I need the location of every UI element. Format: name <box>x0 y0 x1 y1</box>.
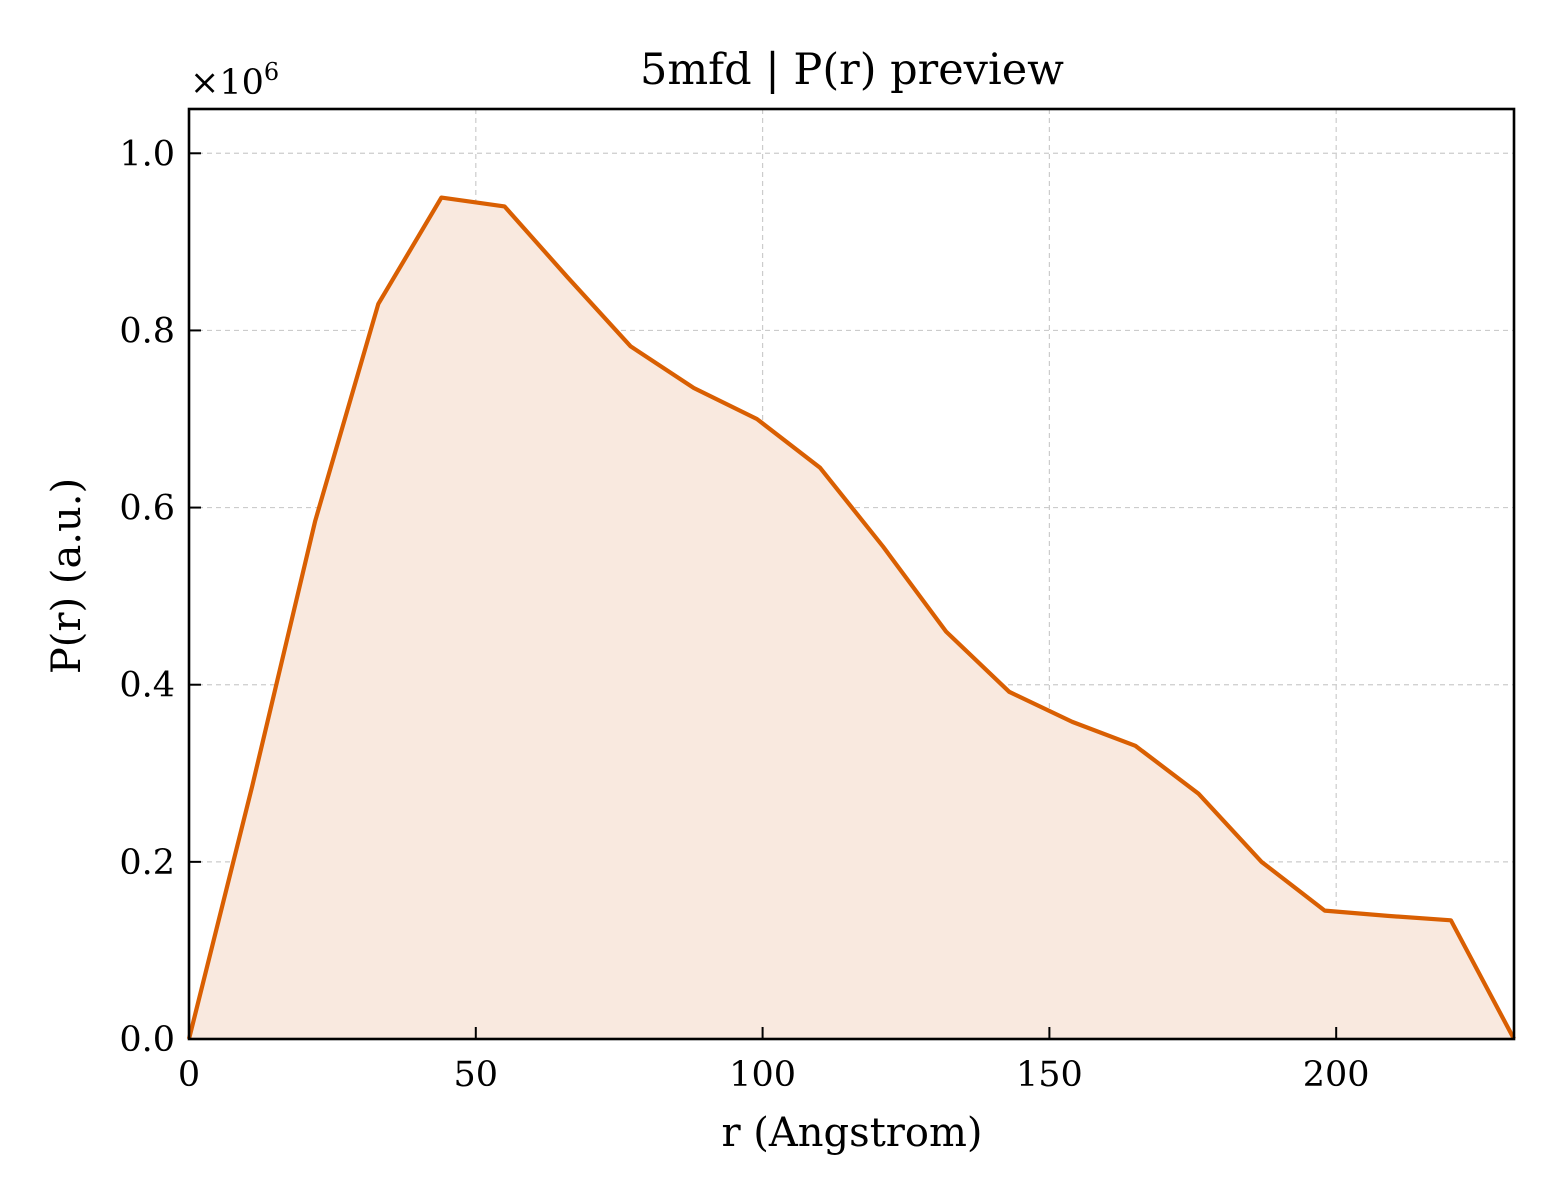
x-tick-label: 200 <box>1303 1055 1370 1095</box>
x-tick-label: 150 <box>1016 1055 1083 1095</box>
axis-ticks <box>188 152 1338 1040</box>
y-tick-label: 0.8 <box>119 311 175 351</box>
y-multiplier-base: ×10 <box>190 63 264 103</box>
y-tick-label: 0.6 <box>119 489 175 529</box>
y-tick-label: 0.2 <box>119 843 175 883</box>
x-axis-label: r (Angstrom) <box>721 1110 982 1156</box>
y-axis-label: P(r) (a.u.) <box>44 478 90 674</box>
y-axis-multiplier: ×106 <box>190 58 279 103</box>
x-tick-label: 50 <box>454 1055 499 1095</box>
y-multiplier-exponent: 6 <box>264 58 279 86</box>
y-tick-label: 0.4 <box>119 666 175 706</box>
x-tick-label: 100 <box>729 1055 796 1095</box>
series-line <box>186 195 1516 1040</box>
y-tick-label: 0.0 <box>119 1020 175 1060</box>
series-area-fill <box>189 197 1514 1040</box>
chart-title: 5mfd | P(r) preview <box>640 45 1064 95</box>
y-tick-label: 1.0 <box>119 134 175 174</box>
axis-tick-labels: 0 50 100 150 200 0.0 0.2 0.4 0.6 0.8 1.0 <box>119 134 1369 1095</box>
x-tick-label: 0 <box>178 1055 200 1095</box>
plot-frame <box>187 107 1516 1041</box>
